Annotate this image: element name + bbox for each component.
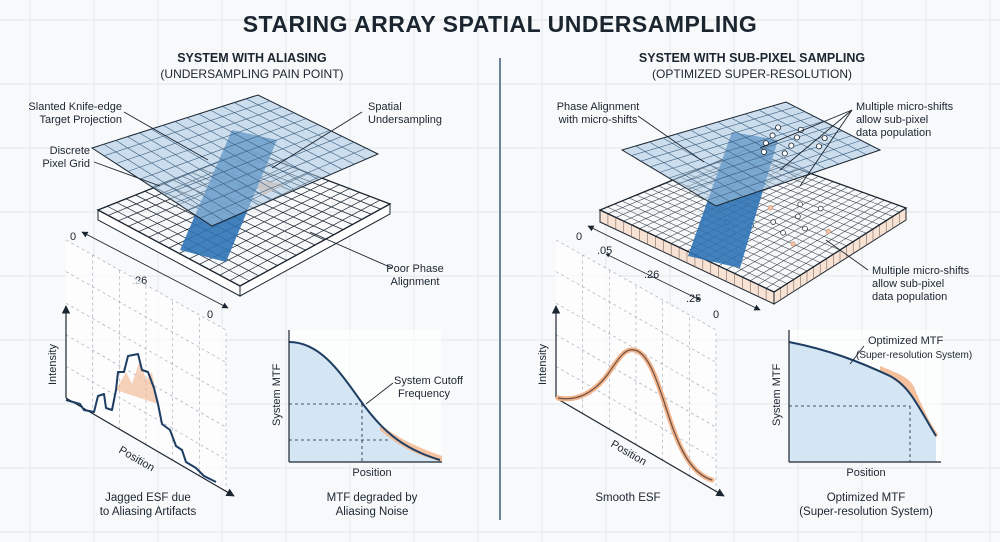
label-pixel-grid-1: Discrete	[50, 145, 90, 157]
left-mtf-annotation-1: System Cutoff	[394, 375, 464, 387]
label-r-micro-bottom-3: data population	[872, 291, 947, 303]
left-esf-chart: Intensity Position Jagged ESF due to Ali…	[47, 239, 235, 518]
right-mtf-caption-2: (Super-resolution System)	[799, 506, 933, 518]
left-dim-0b: 0	[207, 309, 213, 321]
label-r-phase-2: with micro-shifts	[558, 114, 638, 126]
right-dim-0a: 0	[576, 231, 582, 243]
label-pixel-grid-2: Pixel Grid	[42, 158, 90, 170]
left-dim-0a: 0	[70, 231, 76, 243]
label-knife-edge-2: Target Projection	[39, 114, 122, 126]
right-mtf-annotation-2: (Super-resolution System)	[856, 350, 972, 361]
label-phase-1: Poor Phase	[386, 263, 443, 275]
right-mtf-xlabel: Position	[846, 467, 885, 479]
right-dim-0b: 0	[713, 309, 719, 321]
right-dimension-arrow-inner	[605, 253, 701, 301]
right-dim-26: .26	[644, 269, 659, 281]
left-mtf-caption-1: MTF degraded by	[327, 492, 418, 504]
left-mtf-caption-2: Aliasing Noise	[336, 506, 409, 518]
left-esf-caption-2: to Aliasing Artifacts	[100, 506, 197, 518]
left-mtf-ylabel: System MTF	[271, 363, 283, 426]
left-mtf-chart: System MTF Position System Cutoff Freque…	[271, 330, 464, 518]
right-panel-heading: SYSTEM WITH SUB-PIXEL SAMPLING	[639, 51, 865, 65]
left-panel-heading: SYSTEM WITH ALIASING	[177, 51, 327, 65]
right-panel-subheading: (OPTIMIZED SUPER-RESOLUTION)	[652, 67, 852, 81]
left-panel: SYSTEM WITH ALIASING (UNDERSAMPLING PAIN…	[28, 51, 463, 518]
left-dimension-arrow	[81, 231, 229, 309]
left-esf-caption-1: Jagged ESF due	[105, 492, 191, 504]
label-spatial-1: Spatial	[368, 101, 402, 113]
left-esf-ylabel: Intensity	[47, 344, 59, 385]
label-phase-2: Alignment	[391, 276, 440, 288]
right-mtf-caption-1: Optimized MTF	[827, 492, 906, 504]
right-esf-chart: Intensity Position Smooth ESF	[537, 239, 725, 504]
label-r-micro-bottom-1: Multiple micro-shifts	[872, 265, 970, 277]
right-mtf-ylabel: System MTF	[771, 363, 783, 426]
label-knife-edge-1: Slanted Knife-edge	[28, 101, 122, 113]
label-r-micro-top-2: allow sub-pixel	[856, 114, 928, 126]
right-esf-ylabel: Intensity	[537, 344, 549, 385]
label-r-phase-1: Phase Alignment	[557, 101, 640, 113]
left-esf-xlabel: Position	[117, 444, 157, 474]
left-panel-subheading: (UNDERSAMPLING PAIN POINT)	[160, 67, 343, 81]
label-r-micro-bottom-2: allow sub-pixel	[872, 278, 944, 290]
right-dim-25: .25	[686, 293, 701, 305]
right-mtf-annotation-1: Optimized MTF	[868, 335, 943, 347]
right-esf-caption: Smooth ESF	[595, 492, 660, 504]
label-r-micro-top-3: data population	[856, 127, 931, 139]
page-title: STARING ARRAY SPATIAL UNDERSAMPLING	[243, 11, 758, 37]
left-target-plane	[90, 94, 380, 227]
right-panel: SYSTEM WITH SUB-PIXEL SAMPLING (OPTIMIZE…	[537, 51, 972, 518]
label-spatial-2: Undersampling	[368, 114, 442, 126]
right-mtf-chart: System MTF Position Optimized MTF (Super…	[771, 330, 972, 518]
right-dim-05: .05	[597, 245, 612, 257]
left-mtf-xlabel: Position	[352, 467, 391, 479]
left-mtf-annotation-2: Frequency	[398, 388, 450, 400]
label-r-micro-top-1: Multiple micro-shifts	[856, 101, 954, 113]
